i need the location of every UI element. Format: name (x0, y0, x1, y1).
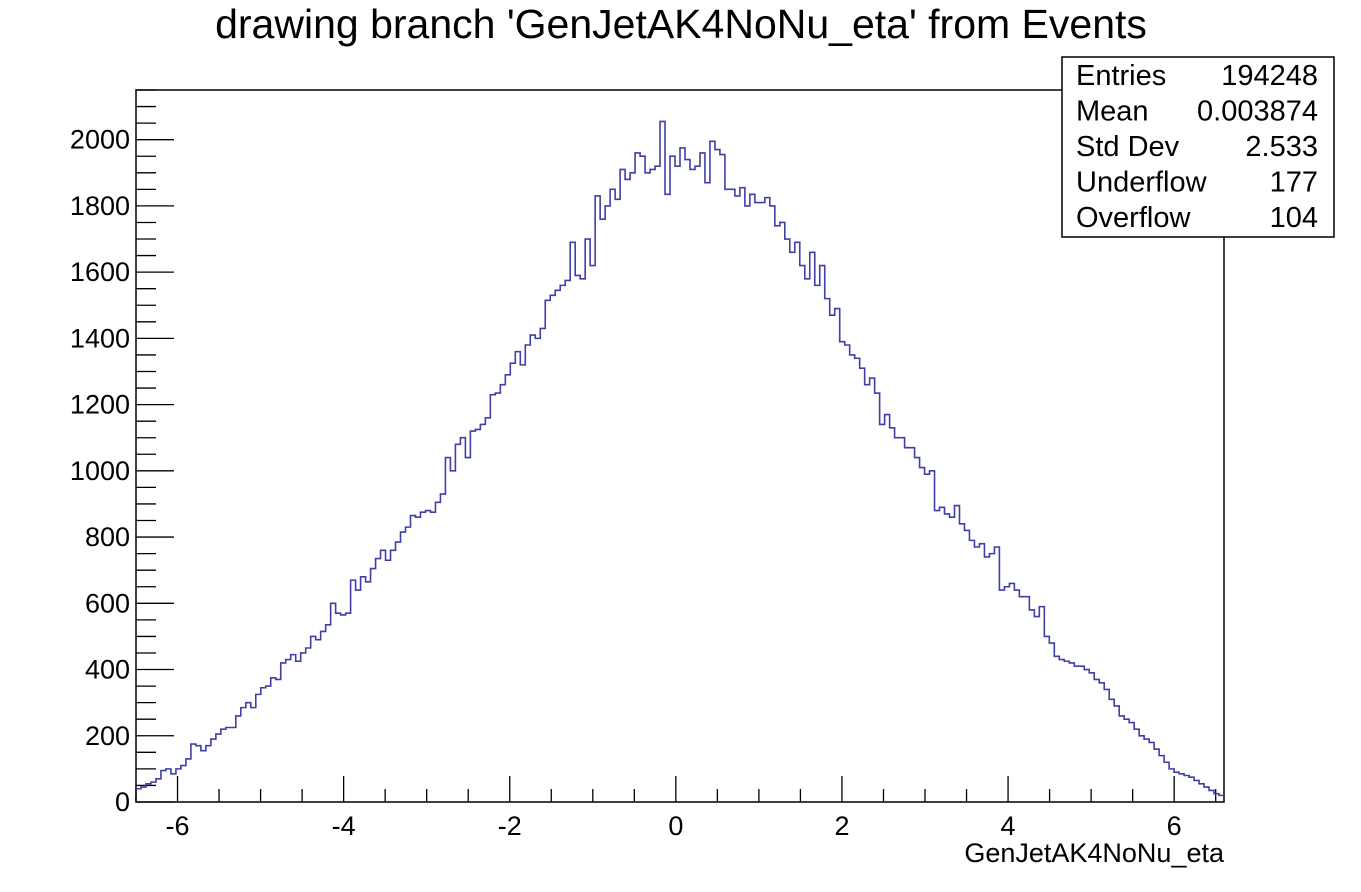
x-tick-label: -6 (166, 811, 190, 841)
y-tick-label: 400 (85, 655, 130, 685)
stats-label: Std Dev (1076, 131, 1180, 163)
stats-label: Entries (1076, 60, 1166, 92)
stats-label: Underflow (1076, 167, 1208, 199)
x-axis-title: GenJetAK4NoNu_eta (964, 838, 1225, 868)
y-tick-label: 800 (85, 522, 130, 552)
y-tick-label: 2000 (70, 125, 130, 155)
x-tick-label: -2 (498, 811, 522, 841)
histogram-series (136, 120, 1224, 797)
y-tick-label: 600 (85, 588, 130, 618)
stats-rows: Entries 194248 Mean 0.003874 Std Dev 2.533 Und… (1076, 60, 1318, 234)
y-tick-label: 1200 (70, 390, 130, 420)
x-tick-label: 4 (1001, 811, 1016, 841)
chart-title: drawing branch 'GenJetAK4NoNu_eta' from … (215, 1, 1147, 47)
y-tick-label: 1000 (70, 456, 130, 486)
x-tick-label: -4 (332, 811, 356, 841)
stats-box-frame (1061, 56, 1335, 238)
x-tick-label: 6 (1167, 811, 1182, 841)
stats-value: 2.533 (1245, 131, 1318, 163)
stats-label: Overflow (1076, 202, 1191, 234)
y-tick-label: 1600 (70, 257, 130, 287)
x-axis: -6 -4 -2 0 2 4 6 (135, 776, 1217, 841)
stats-value: 194248 (1221, 60, 1318, 92)
y-tick-label: 1800 (70, 191, 130, 221)
stats-box: Entries 194248 Mean 0.003874 Std Dev 2.533 Und… (1061, 56, 1335, 238)
y-tick-label: 200 (85, 721, 130, 751)
x-tick-label: 0 (668, 811, 683, 841)
x-tick-label: 2 (834, 811, 849, 841)
stats-value: 104 (1270, 202, 1318, 234)
stats-label: Mean (1076, 96, 1149, 128)
stats-value: 177 (1270, 167, 1318, 199)
plot-frame (135, 89, 1225, 803)
stats-value: 0.003874 (1197, 96, 1318, 128)
y-tick-label: 1400 (70, 323, 130, 353)
y-tick-label: 0 (115, 787, 130, 817)
y-axis: 0 200 400 600 800 1000 1200 1400 1600 1800 2000 (70, 89, 174, 817)
